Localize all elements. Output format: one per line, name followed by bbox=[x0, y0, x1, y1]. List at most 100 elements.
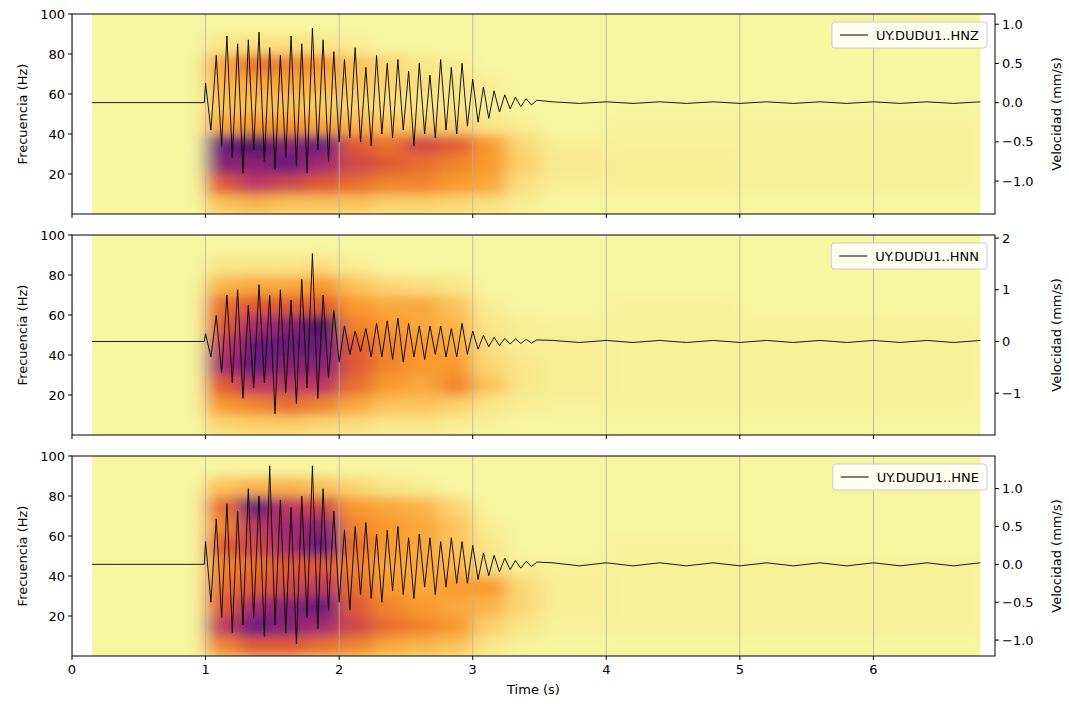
x-tick bbox=[739, 214, 740, 218]
y-tick-label: 60 bbox=[48, 87, 65, 102]
y2-tick-label: 0.0 bbox=[1002, 557, 1023, 572]
spectrogram-cell bbox=[406, 14, 440, 35]
y2-tick bbox=[995, 526, 999, 527]
legend-swatch bbox=[840, 35, 868, 36]
y-tick-label: 20 bbox=[48, 609, 65, 624]
grid-line bbox=[472, 235, 473, 435]
spectrogram-cell bbox=[740, 194, 980, 214]
spectrogram-cell bbox=[92, 355, 206, 376]
y2-tick bbox=[995, 640, 999, 641]
spectrogram-cell bbox=[540, 496, 607, 517]
spectrogram-cell bbox=[506, 34, 540, 55]
grid-line bbox=[606, 235, 607, 435]
y-tick bbox=[68, 134, 72, 135]
spectrogram-cell bbox=[506, 496, 540, 517]
y-tick-label: 40 bbox=[48, 569, 65, 584]
spectrogram-cell bbox=[373, 596, 407, 617]
spectrogram-cell bbox=[272, 375, 306, 396]
waveform bbox=[92, 466, 980, 644]
spectrogram-cell bbox=[406, 456, 440, 477]
spectrogram-cell bbox=[740, 335, 980, 356]
spectrogram-cell bbox=[306, 596, 340, 617]
spectrogram-cell bbox=[306, 456, 340, 477]
spectrogram-cell bbox=[506, 576, 540, 597]
spectrogram-cell bbox=[206, 556, 240, 577]
spectrogram-cell bbox=[506, 335, 540, 356]
y2-tick-label: −0.5 bbox=[1002, 595, 1034, 610]
spectrogram-cell bbox=[339, 194, 373, 214]
spectrogram-cell bbox=[740, 516, 980, 537]
x-tick bbox=[72, 214, 73, 218]
spectrogram-cell bbox=[339, 295, 373, 316]
spectrogram-cell bbox=[406, 315, 440, 336]
spectrogram-cell bbox=[239, 255, 273, 276]
y-tick-label: 60 bbox=[48, 308, 65, 323]
y2-tick-label: −1.0 bbox=[1002, 633, 1034, 648]
spectrogram-cell bbox=[439, 516, 473, 537]
spectrogram-cell bbox=[306, 174, 340, 195]
spectrogram-cell bbox=[506, 94, 540, 115]
spectrogram-cell bbox=[306, 616, 340, 637]
spectrogram-cell bbox=[339, 415, 373, 435]
spectrogram-cell bbox=[506, 14, 540, 35]
x-tick-label: 4 bbox=[602, 662, 610, 677]
spectrogram-cell bbox=[506, 415, 540, 435]
spectrogram-cell bbox=[373, 636, 407, 656]
spectrogram-cell bbox=[239, 616, 273, 637]
spectrogram-cell bbox=[473, 476, 507, 497]
legend-label: UY.DUDU1..HNZ bbox=[876, 28, 979, 43]
spectrogram-cell bbox=[506, 315, 540, 336]
spectrogram-cell bbox=[506, 636, 540, 656]
spectrogram-cell bbox=[306, 355, 340, 376]
spectrogram-cell bbox=[373, 375, 407, 396]
spectrogram-cell bbox=[740, 556, 980, 577]
spectrogram-cell bbox=[606, 54, 740, 75]
x-tick bbox=[205, 214, 206, 218]
spectrogram-cell bbox=[439, 616, 473, 637]
x-tick bbox=[472, 656, 473, 660]
y2-tick-label: 2 bbox=[1002, 231, 1010, 246]
spectrogram-cell bbox=[373, 194, 407, 214]
spectrogram-cell bbox=[606, 636, 740, 656]
plot-area bbox=[72, 235, 995, 435]
y-tick bbox=[68, 54, 72, 55]
spectrogram-cell bbox=[306, 255, 340, 276]
x-tick-label: 1 bbox=[201, 662, 209, 677]
spectrogram-cell bbox=[439, 415, 473, 435]
spectrogram-cell bbox=[306, 375, 340, 396]
spectrogram-cell bbox=[239, 194, 273, 214]
plot-background bbox=[72, 456, 995, 656]
spectrogram-cell bbox=[439, 295, 473, 316]
spectrogram-cell bbox=[540, 14, 607, 35]
spectrogram-cell bbox=[406, 596, 440, 617]
spectrogram-cell bbox=[406, 516, 440, 537]
spectrogram-cell bbox=[272, 14, 306, 35]
spectrogram-cell bbox=[740, 636, 980, 656]
spectrogram-cell bbox=[339, 74, 373, 95]
spectrogram-cell bbox=[606, 616, 740, 637]
x-tick-label: 0 bbox=[68, 662, 76, 677]
spectrogram-cell bbox=[439, 355, 473, 376]
y-tick-label: 100 bbox=[40, 449, 65, 464]
y2-tick bbox=[995, 564, 999, 565]
spectrogram-cell bbox=[740, 295, 980, 316]
spectrogram-cell bbox=[92, 315, 206, 336]
spectrogram-cell bbox=[540, 255, 607, 276]
spectrogram-cell bbox=[272, 134, 306, 155]
spectrogram-cell bbox=[92, 275, 206, 296]
spectrogram-cell bbox=[506, 375, 540, 396]
spectrogram-cell bbox=[473, 134, 507, 155]
spectrogram-cell bbox=[373, 476, 407, 497]
spectrogram-cell bbox=[239, 275, 273, 296]
spectrogram-cell bbox=[206, 255, 240, 276]
spectrogram-cell bbox=[606, 355, 740, 376]
spectrogram-cell bbox=[506, 596, 540, 617]
y2-tick-label: 1 bbox=[1002, 282, 1010, 297]
spectrogram-cell bbox=[373, 616, 407, 637]
spectrogram-cell bbox=[506, 516, 540, 537]
legend: UY.DUDU1..HNN bbox=[831, 243, 987, 269]
spectrogram-cell bbox=[740, 596, 980, 617]
spectrogram-cell bbox=[406, 636, 440, 656]
spectrogram-cell bbox=[406, 174, 440, 195]
spectrogram-cell bbox=[339, 395, 373, 416]
